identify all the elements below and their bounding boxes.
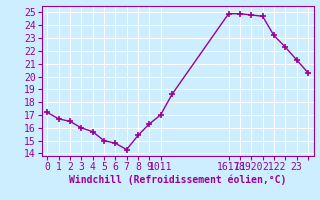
X-axis label: Windchill (Refroidissement éolien,°C): Windchill (Refroidissement éolien,°C) — [69, 174, 286, 185]
